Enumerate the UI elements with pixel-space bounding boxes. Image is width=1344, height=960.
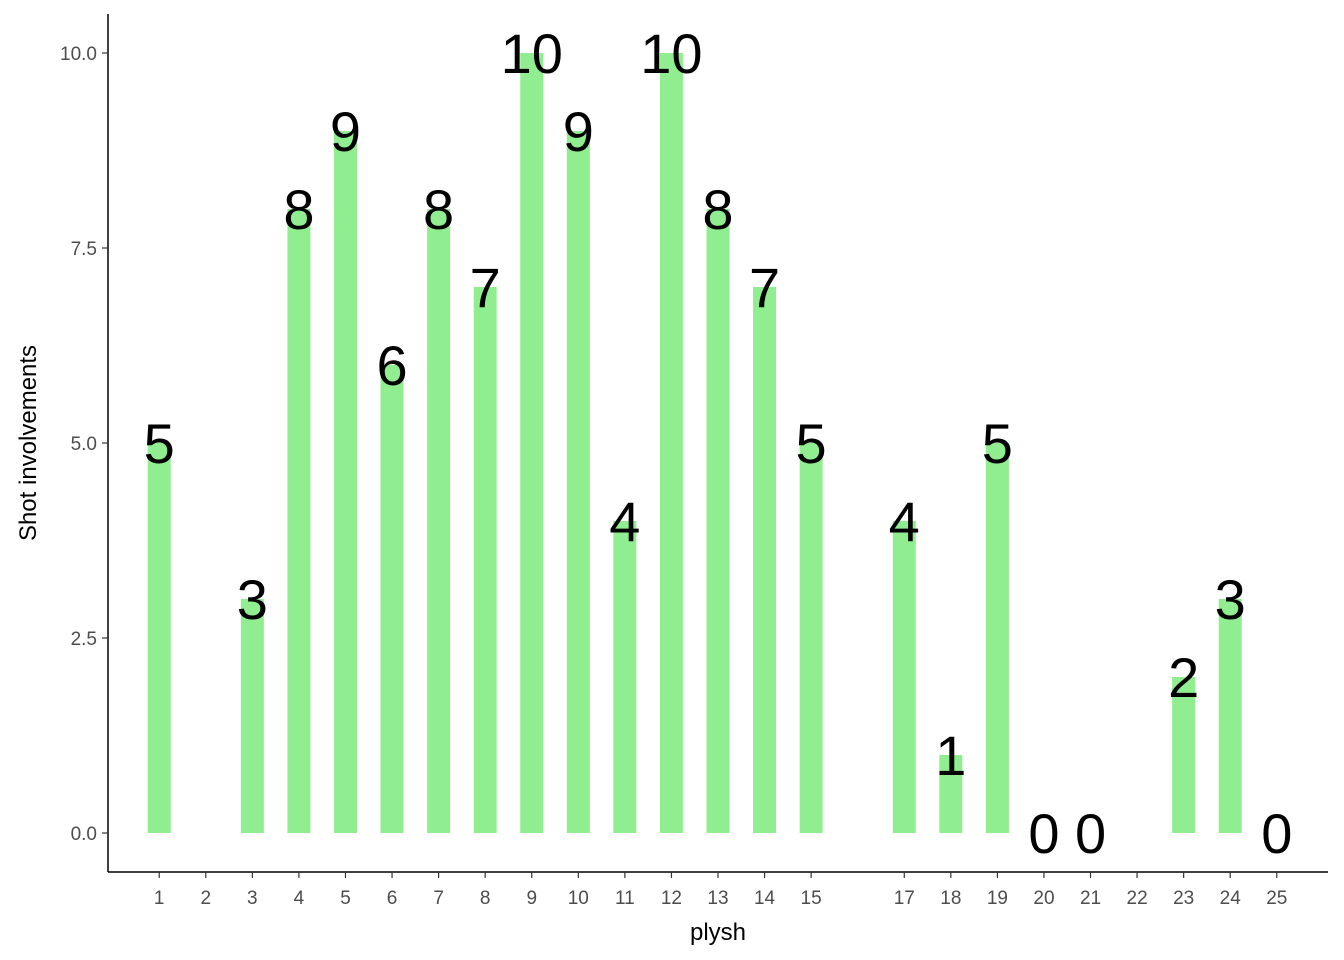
data-label-13: 8 (702, 178, 733, 241)
bar-13 (706, 209, 730, 833)
x-tick-label: 6 (387, 888, 398, 909)
bar-14 (753, 287, 777, 833)
x-tick-label: 10 (568, 888, 589, 909)
bar-4 (287, 209, 311, 833)
bar-11 (613, 521, 637, 833)
data-label-18: 1 (935, 724, 966, 787)
bar-12 (659, 53, 683, 833)
x-tick-label: 9 (526, 888, 537, 909)
bar-17 (892, 521, 916, 833)
bar-24 (1218, 599, 1242, 833)
bar-1 (147, 443, 171, 833)
bar-5 (333, 131, 357, 833)
data-label-8: 7 (470, 256, 501, 319)
data-label-11: 4 (609, 490, 640, 553)
data-label-1: 5 (144, 412, 175, 475)
bar-6 (380, 365, 404, 833)
bar-8 (473, 287, 497, 833)
x-tick-label: 15 (801, 888, 822, 909)
data-label-5: 9 (330, 100, 361, 163)
x-tick-label: 13 (707, 888, 728, 909)
x-tick-label: 11 (615, 888, 635, 909)
bar-18 (939, 755, 963, 833)
bar-19 (985, 443, 1009, 833)
x-tick-label: 21 (1080, 888, 1101, 909)
data-label-25: 0 (1261, 802, 1292, 865)
data-label-19: 5 (982, 412, 1013, 475)
data-label-4: 8 (283, 178, 314, 241)
bar-9 (520, 53, 544, 833)
bar-15 (799, 443, 823, 833)
x-tick-label: 14 (754, 888, 776, 909)
y-tick-label: 10.0 (60, 44, 97, 65)
x-tick-label: 22 (1127, 888, 1148, 909)
y-axis-ticks: 0.0 2.5 5.0 7.5 10.0 (60, 44, 108, 845)
y-tick-label: 5.0 (71, 434, 97, 455)
x-tick-label: 24 (1220, 888, 1242, 909)
bar-10 (566, 131, 590, 833)
x-tick-label: 20 (1033, 888, 1054, 909)
bars-group (147, 53, 1242, 833)
y-axis-title: Shot involvements (15, 345, 42, 541)
x-tick-label: 1 (154, 888, 165, 909)
bar-7 (427, 209, 451, 833)
x-tick-label: 2 (200, 888, 211, 909)
x-tick-label: 18 (940, 888, 961, 909)
x-tick-label: 4 (294, 888, 305, 909)
y-tick-label: 7.5 (71, 239, 97, 260)
x-tick-label: 23 (1173, 888, 1194, 909)
data-label-20: 0 (1028, 802, 1059, 865)
data-label-9: 10 (501, 22, 563, 85)
x-tick-label: 8 (480, 888, 491, 909)
x-tick-label: 25 (1266, 888, 1287, 909)
data-label-3: 3 (237, 568, 268, 631)
x-tick-label: 17 (894, 888, 915, 909)
data-label-10: 9 (563, 100, 594, 163)
data-label-24: 3 (1215, 568, 1246, 631)
data-label-6: 6 (376, 334, 407, 397)
x-tick-label: 3 (247, 888, 258, 909)
y-tick-label: 0.0 (71, 824, 97, 845)
x-tick-label: 5 (340, 888, 351, 909)
data-label-7: 8 (423, 178, 454, 241)
data-label-15: 5 (796, 412, 827, 475)
x-tick-label: 12 (661, 888, 682, 909)
y-tick-label: 2.5 (71, 629, 97, 650)
x-axis-ticks: 1 2 3 4 5 6 7 8 9 10 11 12 13 14 15 17 18 19 20 21 22 23 24 25 (154, 872, 1287, 909)
data-label-21: 0 (1075, 802, 1106, 865)
data-label-12: 10 (640, 22, 702, 85)
x-tick-label: 19 (987, 888, 1008, 909)
x-axis-title: plysh (690, 919, 746, 946)
data-label-17: 4 (889, 490, 920, 553)
bar-23 (1172, 677, 1196, 833)
data-label-23: 2 (1168, 646, 1199, 709)
x-tick-label: 7 (433, 888, 444, 909)
bar-3 (240, 599, 264, 833)
data-label-14: 7 (749, 256, 780, 319)
